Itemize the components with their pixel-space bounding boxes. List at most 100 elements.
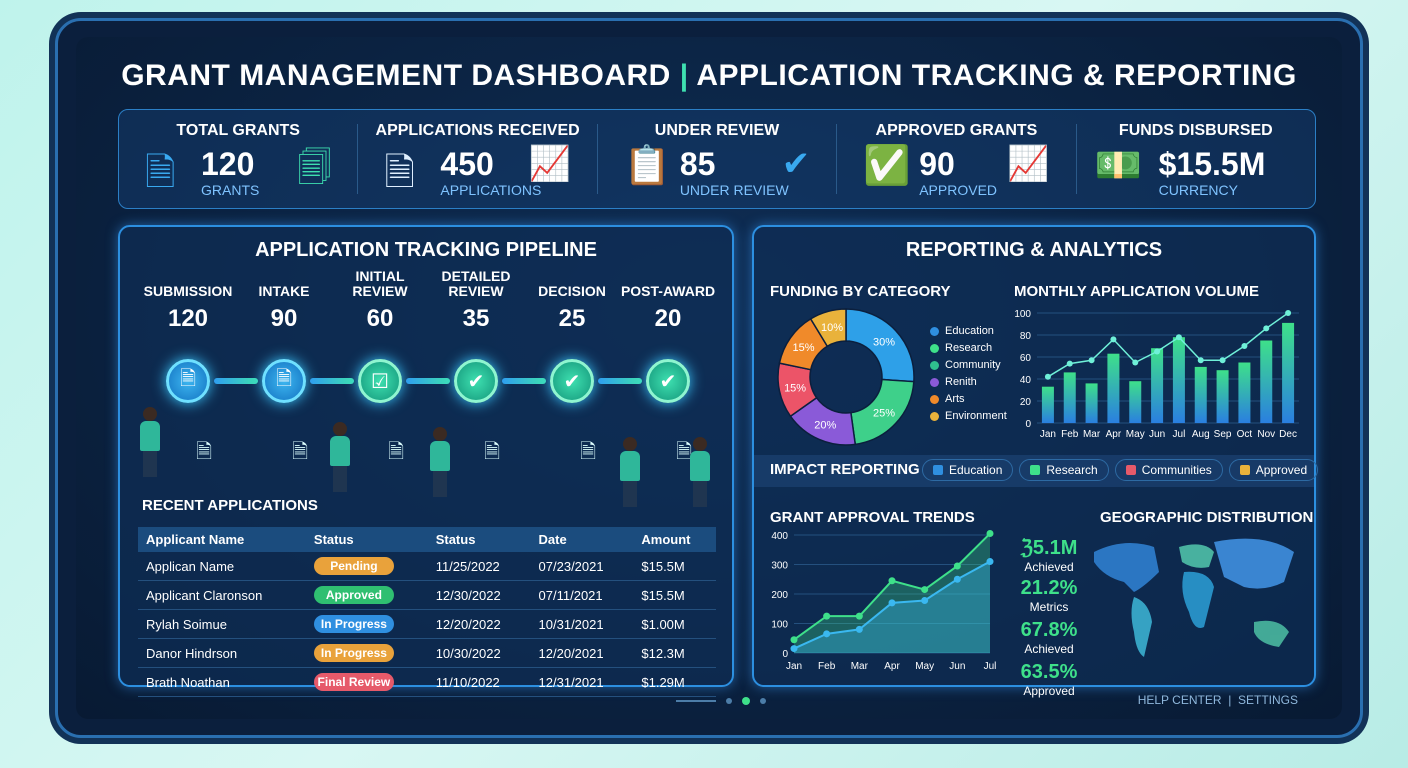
column-header[interactable]: Status — [305, 527, 428, 552]
pipeline-stage[interactable]: DETAILED REVIEW 35 — [426, 267, 526, 333]
date-cell: 12/31/2021 — [530, 667, 634, 697]
stage-name: SUBMISSION — [143, 283, 233, 299]
series-point[interactable] — [790, 636, 798, 644]
series-point[interactable] — [921, 586, 929, 594]
legend-label: Education — [945, 325, 994, 337]
series-point[interactable] — [986, 530, 994, 538]
impact-chip[interactable]: Education — [922, 459, 1014, 481]
chip-label: Research — [1046, 463, 1098, 477]
impact-chip[interactable]: Approved — [1228, 459, 1319, 481]
line-point[interactable] — [1285, 310, 1292, 316]
stage-node-icon[interactable]: ☑ — [358, 359, 402, 403]
column-header[interactable]: Date — [530, 527, 634, 552]
line-point[interactable] — [1263, 325, 1270, 332]
line-point[interactable] — [1066, 360, 1073, 367]
series-point[interactable] — [855, 625, 863, 633]
series-point[interactable] — [888, 599, 896, 607]
series-point[interactable] — [953, 562, 961, 570]
stage-node-icon[interactable]: ✔ — [550, 359, 594, 403]
slice-label: 15% — [793, 342, 815, 354]
applicant-name: Applican Name — [138, 552, 306, 581]
status-badge: Final Review — [313, 673, 394, 691]
bar[interactable] — [1216, 370, 1229, 423]
series-point[interactable] — [921, 596, 929, 604]
slice-label: 10% — [821, 322, 843, 334]
stage-count: 35 — [462, 305, 490, 332]
table-row[interactable]: Danor Hindrson In Progress 10/30/2022 12/20… — [138, 638, 716, 668]
line-point[interactable] — [1241, 343, 1248, 349]
line-point[interactable] — [1197, 357, 1204, 364]
bar[interactable] — [1172, 337, 1185, 423]
stage-node-icon[interactable]: ✔ — [646, 359, 690, 403]
kpi-funds[interactable]: FUNDS DISBURSED 💵 $15.5M CURRENCY — [1077, 122, 1315, 198]
series-point[interactable] — [986, 558, 994, 566]
bar[interactable] — [1260, 340, 1273, 424]
bar[interactable] — [1151, 348, 1164, 423]
line-point[interactable] — [1219, 357, 1226, 364]
recent-applications-title: RECENT APPLICATIONS — [142, 497, 318, 514]
person-illustration — [690, 437, 710, 507]
donut-slice[interactable] — [809, 308, 847, 348]
line-point[interactable] — [1044, 373, 1051, 380]
page-indicator[interactable] — [676, 697, 766, 705]
impact-chip[interactable]: Research — [1019, 459, 1109, 481]
y-tick-label: 100 — [1014, 309, 1031, 320]
kpi-under-review[interactable]: UNDER REVIEW 📋 85 UNDER REVIEW ✔ — [598, 122, 838, 198]
column-header[interactable]: Status — [427, 527, 531, 552]
x-tick-label: Apr — [1106, 429, 1122, 440]
pipeline-stage[interactable]: INTAKE 90 — [234, 267, 334, 333]
bar[interactable] — [1238, 362, 1251, 424]
applicant-name: Rylah Soimue — [138, 609, 306, 639]
legend-dot-icon — [930, 377, 939, 387]
document-icon: 🗎 — [292, 441, 309, 463]
monitor-frame: GRANT MANAGEMENT DASHBOARD | APPLICATION… — [55, 18, 1363, 738]
stage-node-icon[interactable]: 🗎 — [166, 359, 210, 403]
series-point[interactable] — [953, 575, 961, 583]
monthly-volume-title: MONTHLY APPLICATION VOLUME — [1014, 283, 1260, 300]
bar[interactable] — [1194, 366, 1207, 423]
table-row[interactable]: Brath Noathan Final Review 11/10/2022 12/31… — [138, 667, 716, 697]
pipeline-stage[interactable]: POST-AWARD 20 — [618, 267, 718, 333]
series-point[interactable] — [823, 630, 831, 638]
line-point[interactable] — [1088, 357, 1095, 364]
document-icon: 🗎 — [580, 441, 597, 463]
help-center-link[interactable]: HELP CENTER — [1137, 693, 1222, 707]
impact-bar: IMPACT REPORTING Education Research Commun… — [754, 455, 1319, 487]
amount-cell: $1.29M — [633, 667, 716, 697]
chip-swatch-icon — [1239, 465, 1250, 475]
donut-slice[interactable] — [845, 308, 915, 383]
line-point[interactable] — [1175, 334, 1182, 341]
table-row[interactable]: Rylah Soimue In Progress 12/20/2022 10/31/2… — [138, 609, 716, 639]
slice-label: 25% — [873, 407, 895, 419]
line-point[interactable] — [1132, 359, 1139, 366]
kpi-label: TOTAL GRANTS — [176, 122, 300, 139]
bar[interactable] — [1041, 386, 1054, 423]
series-point[interactable] — [790, 645, 798, 653]
y-tick-label: 60 — [1020, 353, 1032, 364]
bar[interactable] — [1063, 372, 1076, 423]
pipeline-stage[interactable]: SUBMISSION 120 — [138, 267, 238, 333]
stage-node-icon[interactable]: 🗎 — [262, 359, 306, 403]
column-header[interactable]: Applicant Name — [138, 527, 306, 552]
table-row[interactable]: Applicant Claronson Approved 12/30/2022 07/… — [138, 580, 716, 610]
column-header[interactable]: Amount — [633, 527, 716, 552]
series-point[interactable] — [855, 612, 863, 620]
bar[interactable] — [1085, 383, 1098, 423]
pipeline-stage[interactable]: DECISION 25 — [522, 267, 622, 333]
kpi-applications[interactable]: APPLICATIONS RECEIVED 🗎 450 APPLICATIONS 📈 — [358, 122, 598, 198]
settings-link[interactable]: SETTINGS — [1237, 693, 1298, 707]
impact-chip[interactable]: Communities — [1114, 459, 1223, 481]
bar[interactable] — [1107, 353, 1120, 423]
series-point[interactable] — [823, 612, 831, 620]
bar[interactable] — [1282, 322, 1295, 423]
kpi-approved[interactable]: APPROVED GRANTS ✅ 90 APPROVED 📈 — [837, 122, 1077, 198]
stage-node-icon[interactable]: ✔ — [454, 359, 498, 403]
line-point[interactable] — [1110, 336, 1117, 343]
kpi-total-grants[interactable]: TOTAL GRANTS 🗎 120 GRANTS 🗐 — [119, 122, 359, 198]
table-row[interactable]: Applican Name Pending 11/25/2022 07/23/2021… — [138, 552, 716, 581]
line-point[interactable] — [1154, 348, 1161, 355]
amount-cell: $1.00M — [633, 609, 716, 639]
bar[interactable] — [1129, 381, 1142, 423]
pipeline-stage[interactable]: INITIAL REVIEW 60 — [330, 267, 430, 333]
series-point[interactable] — [888, 577, 896, 585]
